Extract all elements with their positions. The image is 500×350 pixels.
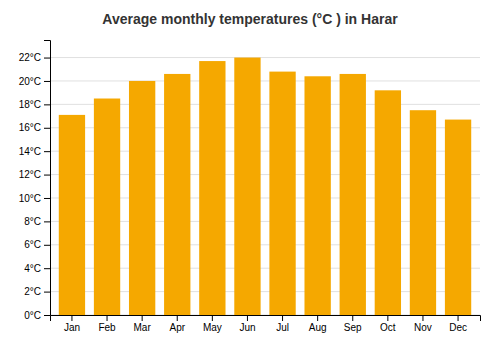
x-tick-mark xyxy=(212,315,213,321)
bar xyxy=(340,74,366,315)
y-tick-label: 0°C xyxy=(24,310,41,321)
y-tick-mark xyxy=(44,245,50,246)
y-axis: 0°C 2°C 4°C 6°C 8°C 10°C 12°C 14°C 16°C 18°C 20°C 2… xyxy=(19,41,51,321)
x-tick: Jan xyxy=(64,315,80,333)
y-tick-label: 16°C xyxy=(19,122,41,133)
x-tick: Mar xyxy=(134,315,152,333)
x-tick: May xyxy=(203,315,222,333)
x-tick: Dec xyxy=(449,315,467,333)
x-tick-mark xyxy=(107,315,108,321)
y-tick-label: 2°C xyxy=(24,286,41,297)
bar xyxy=(199,61,225,315)
x-tick-label: Mar xyxy=(134,322,152,333)
bar xyxy=(129,81,155,315)
grid-line xyxy=(50,80,480,81)
x-tick-mark xyxy=(142,315,143,321)
y-tick-label: 10°C xyxy=(19,193,41,204)
x-tick-mark xyxy=(458,315,459,321)
y-tick-mark xyxy=(44,128,50,129)
bar xyxy=(304,76,330,315)
x-tick-label: Apr xyxy=(169,322,185,333)
y-tick-label: 4°C xyxy=(24,263,41,274)
y-axis-line xyxy=(44,41,51,316)
y-tick-mark xyxy=(44,198,50,199)
y-tick-mark xyxy=(44,104,50,105)
bar xyxy=(94,99,120,315)
y-tick-mark xyxy=(44,81,50,82)
y-tick-label: 12°C xyxy=(19,169,41,180)
x-tick-mark xyxy=(247,315,248,321)
y-tick: 20°C xyxy=(19,76,50,87)
x-tick-label: Sep xyxy=(344,322,362,333)
x-tick-label: Jul xyxy=(276,322,289,333)
x-tick: Oct xyxy=(380,315,396,333)
x-tick-mark xyxy=(317,315,318,321)
bar xyxy=(269,72,295,315)
bar xyxy=(445,120,471,315)
y-tick: 16°C xyxy=(19,122,50,133)
y-tick-label: 22°C xyxy=(19,52,41,63)
title: Average monthly temperatures (°C ) in Ha… xyxy=(102,11,398,27)
y-tick-label: 14°C xyxy=(19,146,41,157)
y-tick: 18°C xyxy=(19,99,50,110)
x-tick-label: Feb xyxy=(98,322,116,333)
x-axis: Jan Feb Mar Apr May Jun Jul Aug Sep Oct Nov Dec xyxy=(51,315,481,333)
y-tick-mark xyxy=(44,315,50,316)
x-tick-label: Oct xyxy=(380,322,396,333)
y-tick-label: 8°C xyxy=(24,216,41,227)
y-tick: 10°C xyxy=(19,193,50,204)
x-tick-label: Nov xyxy=(414,322,432,333)
chart: 0°C 2°C 4°C 6°C 8°C 10°C 12°C 14°C 16°C 18°C 20°C 2… xyxy=(0,0,500,350)
y-tick-mark xyxy=(44,175,50,176)
y-tick-label: 20°C xyxy=(19,76,41,87)
bar xyxy=(164,74,190,315)
y-tick: 6°C xyxy=(24,239,50,250)
bars xyxy=(59,58,471,315)
y-tick-mark xyxy=(44,58,50,59)
bar xyxy=(234,58,260,315)
y-tick: 0°C xyxy=(24,310,50,321)
x-tick: Feb xyxy=(98,315,116,333)
grid xyxy=(50,58,480,315)
x-tick: Apr xyxy=(169,315,185,333)
y-tick-label: 18°C xyxy=(19,99,41,110)
x-tick-label: Jun xyxy=(239,322,255,333)
y-tick-mark xyxy=(44,268,50,269)
y-tick-mark xyxy=(44,221,50,222)
y-tick: 2°C xyxy=(24,286,50,297)
x-tick: Sep xyxy=(344,315,362,333)
x-tick: Jul xyxy=(276,315,289,333)
plot: 0°C 2°C 4°C 6°C 8°C 10°C 12°C 14°C 16°C 18°C 20°C 2… xyxy=(19,41,481,334)
x-axis-line xyxy=(51,316,481,322)
bar xyxy=(59,115,85,315)
y-tick: 8°C xyxy=(24,216,50,227)
x-tick-label: Aug xyxy=(309,322,327,333)
x-tick-label: Dec xyxy=(449,322,467,333)
x-tick: Aug xyxy=(309,315,327,333)
bar xyxy=(375,90,401,315)
bar xyxy=(410,110,436,315)
x-tick-mark xyxy=(177,315,178,321)
y-tick: 4°C xyxy=(24,263,50,274)
y-tick: 12°C xyxy=(19,169,50,180)
y-tick: 22°C xyxy=(19,52,50,63)
x-tick-mark xyxy=(422,315,423,321)
x-tick: Jun xyxy=(239,315,255,333)
y-tick-mark xyxy=(44,292,50,293)
x-tick-label: May xyxy=(203,322,222,333)
x-tick: Nov xyxy=(414,315,432,333)
y-tick-mark xyxy=(44,151,50,152)
x-tick-mark xyxy=(71,315,72,321)
y-tick-label: 6°C xyxy=(24,239,41,250)
x-tick-mark xyxy=(282,315,283,321)
x-tick-label: Jan xyxy=(64,322,80,333)
x-tick-mark xyxy=(352,315,353,321)
y-tick: 14°C xyxy=(19,146,50,157)
grid-line xyxy=(50,57,480,58)
x-tick-mark xyxy=(387,315,388,321)
